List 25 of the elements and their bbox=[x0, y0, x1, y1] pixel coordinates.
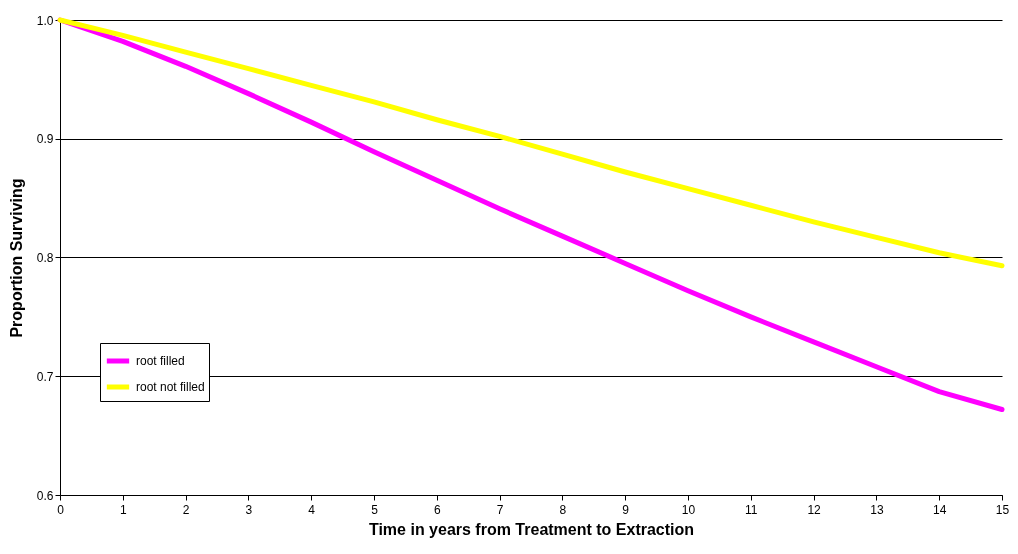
x-axis-title: Time in years from Treatment to Extraction bbox=[368, 520, 695, 538]
x-tick-label: 11 bbox=[745, 502, 758, 517]
x-tick-label: 4 bbox=[308, 502, 316, 517]
y-tick-label: 1.0 bbox=[36, 13, 54, 28]
y-tick-label: 0.7 bbox=[36, 369, 54, 384]
x-tick-label: 1 bbox=[119, 502, 127, 517]
x-tick-label: 9 bbox=[622, 502, 630, 517]
x-tick-label: 13 bbox=[870, 502, 884, 517]
x-tick-label: 15 bbox=[995, 502, 1010, 517]
x-tick-label: 7 bbox=[496, 502, 504, 517]
y-tick-label: 0.6 bbox=[36, 488, 54, 503]
x-tick-label: 0 bbox=[57, 502, 65, 517]
x-tick-label: 12 bbox=[807, 502, 822, 517]
x-tick-label: 2 bbox=[182, 502, 190, 517]
y-tick-label: 0.8 bbox=[36, 251, 54, 265]
y-tick-label: 0.9 bbox=[36, 132, 54, 147]
x-tick-label: 8 bbox=[559, 502, 567, 517]
legend-label: root filled bbox=[136, 354, 185, 368]
y-axis-title: Proportion Surviving bbox=[7, 178, 25, 338]
x-tick-label: 10 bbox=[681, 502, 696, 517]
x-tick-label: 5 bbox=[371, 502, 379, 517]
x-tick-label: 3 bbox=[245, 502, 253, 517]
x-tick-label: 14 bbox=[933, 502, 947, 517]
legend-label: root not filled bbox=[136, 380, 205, 394]
x-tick-label: 6 bbox=[433, 502, 441, 517]
